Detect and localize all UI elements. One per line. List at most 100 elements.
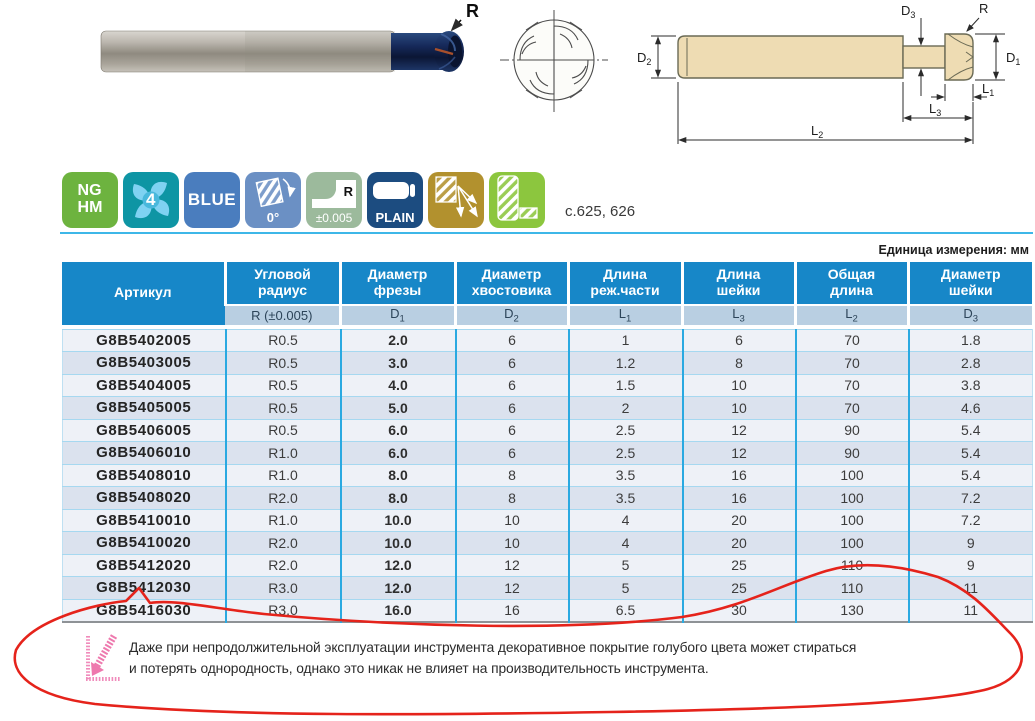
table-cell: 90 bbox=[794, 441, 909, 465]
table-cell: 2.5 bbox=[567, 441, 683, 465]
spec-table: Артикул Угловой радиус Диаметр фрезы Диаме… bbox=[62, 262, 1033, 624]
table-cell: 25 bbox=[681, 576, 796, 600]
table-cell: 100 bbox=[794, 531, 909, 555]
divider-rule bbox=[60, 232, 1033, 234]
table-cell: 7.2 bbox=[907, 486, 1033, 510]
table-cell: 30 bbox=[681, 598, 796, 623]
column-dim-r: R (±0.005) bbox=[225, 304, 340, 325]
table-cell: 10.0 bbox=[339, 531, 456, 555]
table-cell: 6 bbox=[454, 418, 569, 442]
table-cell: 11 bbox=[907, 598, 1033, 623]
table-cell: 6 bbox=[454, 351, 569, 375]
table-cell: 5.4 bbox=[907, 418, 1033, 442]
table-row: G8B5412020 R2.0 12.0 12 5 25 110 9 bbox=[62, 553, 1033, 577]
table-cell: 6 bbox=[454, 329, 569, 352]
table-cell: 10 bbox=[454, 531, 569, 555]
table-cell: R2.0 bbox=[224, 531, 341, 555]
table-cell: 90 bbox=[794, 418, 909, 442]
table-row: G8B5406005 R0.5 6.0 6 2.5 12 90 5.4 bbox=[62, 418, 1033, 442]
feature-badges: NG HM 4 BLUE 0° bbox=[62, 172, 545, 228]
table-cell: 12.0 bbox=[339, 576, 456, 600]
table-cell: R0.5 bbox=[224, 373, 341, 397]
table-row: G8B5410020 R2.0 10.0 10 4 20 100 9 bbox=[62, 531, 1033, 555]
column-dim-d1: D1 bbox=[338, 304, 455, 325]
pinwheel-icon bbox=[132, 181, 170, 219]
table-cell: 2.8 bbox=[907, 351, 1033, 375]
table-cell: 8 bbox=[681, 351, 796, 375]
table-cell: 12 bbox=[681, 418, 796, 442]
table-cell: 6 bbox=[454, 441, 569, 465]
table-cell: 5.4 bbox=[907, 463, 1033, 487]
table-cell: 12 bbox=[454, 576, 569, 600]
product-photo: R bbox=[100, 1, 479, 73]
table-cell: 16 bbox=[454, 598, 569, 623]
table-cell: G8B5406010 bbox=[62, 441, 226, 465]
note-text: Даже при непродолжительной эксплуатации … bbox=[129, 640, 857, 676]
table-cell: 70 bbox=[794, 351, 909, 375]
table-cell: 20 bbox=[681, 531, 796, 555]
table-cell: 2.0 bbox=[339, 329, 456, 352]
table-row: G8B5405005 R0.5 5.0 6 2 10 70 4.6 bbox=[62, 396, 1033, 420]
cross-section-diagram bbox=[500, 10, 608, 112]
dim-label-d1: D1 bbox=[1006, 50, 1020, 67]
table-cell: 3.5 bbox=[567, 486, 683, 510]
column-dim-d2: D2 bbox=[453, 304, 568, 325]
table-cell: 1.2 bbox=[567, 351, 683, 375]
column-header-neck-diameter: Диаметр шейки bbox=[906, 262, 1032, 305]
slotting-icon bbox=[497, 175, 538, 221]
table-cell: G8B5403005 bbox=[62, 351, 226, 375]
table-row: G8B5403005 R0.5 3.0 6 1.2 8 70 2.8 bbox=[62, 351, 1033, 375]
photo-radius-label: R bbox=[466, 1, 479, 21]
dim-label-r: R bbox=[979, 1, 988, 16]
badge-shank-plain: PLAIN bbox=[367, 172, 423, 228]
badge-material-nghm: NG HM bbox=[62, 172, 118, 228]
table-cell: 6 bbox=[454, 373, 569, 397]
angle-icon bbox=[255, 177, 296, 208]
table-cell: 16.0 bbox=[339, 598, 456, 623]
ramping-icon bbox=[435, 176, 478, 218]
table-row: G8B5404005 R0.5 4.0 6 1.5 10 70 3.8 bbox=[62, 373, 1033, 397]
table-cell: 6.5 bbox=[567, 598, 683, 623]
corner-radius-icon bbox=[312, 180, 356, 208]
table-cell: R0.5 bbox=[224, 351, 341, 375]
badge-slotting bbox=[489, 172, 545, 228]
table-cell: 1 bbox=[567, 329, 683, 352]
badge-rake-angle: 0° bbox=[245, 172, 301, 228]
table-cell: 6.0 bbox=[339, 418, 456, 442]
table-cell: 6.0 bbox=[339, 441, 456, 465]
table-cell: 8 bbox=[454, 486, 569, 510]
badge-coating-blue: BLUE bbox=[184, 172, 240, 228]
table-cell: G8B5412020 bbox=[62, 553, 226, 577]
table-cell: R1.0 bbox=[224, 463, 341, 487]
dim-label-d3: D3 bbox=[901, 3, 915, 20]
badge-flute-count: 4 bbox=[123, 172, 179, 228]
table-cell: G8B5412030 bbox=[62, 576, 226, 600]
table-cell: 70 bbox=[794, 396, 909, 420]
table-cell: R2.0 bbox=[224, 553, 341, 577]
column-header-overall-length: Общая длина bbox=[793, 262, 908, 305]
table-cell: 10 bbox=[681, 373, 796, 397]
table-cell: R0.5 bbox=[224, 396, 341, 420]
table-cell: 3.5 bbox=[567, 463, 683, 487]
table-cell: 4 bbox=[567, 531, 683, 555]
table-cell: 100 bbox=[794, 508, 909, 532]
table-cell: 4 bbox=[567, 508, 683, 532]
table-cell: 100 bbox=[794, 486, 909, 510]
table-cell: 130 bbox=[794, 598, 909, 623]
table-row: G8B5416030 R3.0 16.0 16 6.5 30 130 11 bbox=[62, 598, 1033, 623]
table-cell: G8B5410020 bbox=[62, 531, 226, 555]
table-row: G8B5408010 R1.0 8.0 8 3.5 16 100 5.4 bbox=[62, 463, 1033, 487]
table-cell: 70 bbox=[794, 329, 909, 352]
table-cell: 70 bbox=[794, 373, 909, 397]
table-cell: 5.4 bbox=[907, 441, 1033, 465]
badge-ramping bbox=[428, 172, 484, 228]
column-header-shank-diameter: Диаметр хвостовика bbox=[453, 262, 568, 305]
table-cell: R3.0 bbox=[224, 576, 341, 600]
table-cell: R1.0 bbox=[224, 508, 341, 532]
column-header-neck-length: Длина шейки bbox=[680, 262, 795, 305]
table-cell: 12 bbox=[454, 553, 569, 577]
table-cell: 1.8 bbox=[907, 329, 1033, 352]
table-cell: 7.2 bbox=[907, 508, 1033, 532]
dim-label-l2: L2 bbox=[811, 123, 823, 140]
table-row: G8B5412030 R3.0 12.0 12 5 25 110 11 bbox=[62, 576, 1033, 600]
